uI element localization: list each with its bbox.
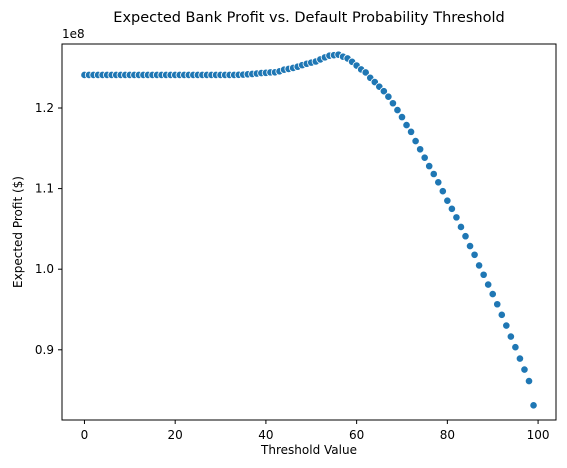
data-point: [447, 204, 456, 213]
data-point: [475, 261, 484, 270]
y-tick-label: 1.0: [35, 262, 54, 276]
data-point: [443, 196, 452, 205]
data-point: [456, 222, 466, 232]
data-point: [488, 290, 497, 299]
data-point: [502, 321, 511, 330]
chart-title: Expected Bank Profit vs. Default Probabi…: [113, 10, 504, 26]
data-point: [497, 310, 506, 319]
data-point: [511, 343, 520, 352]
data-point: [384, 92, 393, 101]
data-point: [402, 120, 411, 130]
data-point: [524, 376, 534, 386]
data-point: [434, 178, 443, 187]
x-axis-label: Threshold Value: [260, 443, 357, 457]
data-point: [388, 99, 398, 108]
data-point: [416, 145, 425, 154]
y-tick-label: 1.2: [35, 101, 54, 115]
x-tick-label: 60: [349, 428, 364, 442]
data-point: [452, 213, 461, 222]
y-axis-ticks: 0.9 1.0 1.1 1.2: [35, 101, 62, 357]
data-point: [515, 354, 525, 363]
data-point: [425, 162, 434, 171]
data-point: [520, 365, 529, 374]
data-point: [397, 113, 407, 122]
data-point: [429, 169, 438, 179]
data-point: [529, 401, 538, 410]
data-point: [461, 232, 470, 241]
data-point: [438, 187, 447, 196]
plot-area: [61, 43, 557, 421]
y-axis-offset-label: 1e8: [62, 27, 85, 41]
y-axis-label: Expected Profit ($): [11, 176, 25, 288]
data-point: [479, 270, 488, 279]
x-tick-label: 20: [168, 428, 183, 442]
data-point: [506, 332, 515, 341]
x-tick-label: 0: [81, 428, 89, 442]
data-point: [361, 68, 370, 77]
x-tick-label: 40: [258, 428, 273, 442]
x-tick-label: 100: [527, 428, 550, 442]
x-axis-ticks: 0 20 40 60 80 100: [81, 420, 550, 442]
data-point: [484, 280, 493, 289]
data-point: [493, 300, 502, 309]
data-point: [411, 136, 420, 146]
data-point: [406, 127, 416, 136]
data-point: [393, 105, 402, 115]
y-tick-label: 1.1: [35, 182, 54, 196]
x-tick-label: 80: [440, 428, 455, 442]
data-point: [420, 153, 429, 162]
data-point: [470, 250, 479, 259]
y-tick-label: 0.9: [35, 343, 54, 357]
data-point: [379, 87, 388, 96]
data-point: [465, 241, 475, 251]
data-points: [80, 50, 538, 410]
